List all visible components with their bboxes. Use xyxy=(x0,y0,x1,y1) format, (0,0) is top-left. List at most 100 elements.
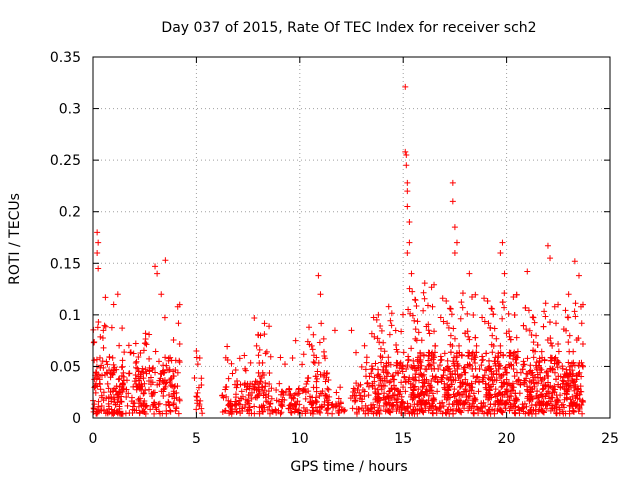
data-point xyxy=(424,302,431,309)
data-point xyxy=(372,396,379,403)
data-point xyxy=(102,323,109,330)
data-point xyxy=(118,372,125,379)
data-point xyxy=(470,390,477,397)
data-point xyxy=(353,405,360,412)
data-point xyxy=(241,381,248,388)
data-point xyxy=(370,401,377,408)
data-point xyxy=(329,401,336,408)
data-point xyxy=(197,397,204,404)
data-point xyxy=(264,406,271,413)
data-point xyxy=(259,404,266,411)
data-point xyxy=(223,393,230,400)
y-tick-label: 0.15 xyxy=(50,256,81,272)
data-point xyxy=(402,83,409,90)
data-point xyxy=(519,366,526,373)
data-point xyxy=(467,383,474,390)
data-point xyxy=(454,371,461,378)
data-point xyxy=(563,327,570,334)
data-point xyxy=(308,342,315,349)
data-point xyxy=(476,379,483,386)
data-point xyxy=(466,270,473,277)
data-point xyxy=(420,307,427,314)
data-point xyxy=(525,409,532,416)
data-point xyxy=(555,301,562,308)
data-point xyxy=(324,385,331,392)
data-point xyxy=(508,387,515,394)
data-point xyxy=(468,380,475,387)
data-point xyxy=(309,346,316,353)
data-point xyxy=(499,409,506,416)
data-point xyxy=(223,383,230,390)
data-point xyxy=(389,373,396,380)
data-point xyxy=(379,354,386,361)
data-point xyxy=(106,367,113,374)
data-point xyxy=(530,339,537,346)
data-point xyxy=(195,384,202,391)
data-point xyxy=(495,352,502,359)
data-point xyxy=(338,406,345,413)
data-point xyxy=(442,409,449,416)
data-point xyxy=(165,357,172,364)
data-point xyxy=(243,386,250,393)
data-point xyxy=(356,395,363,402)
data-point xyxy=(479,353,486,360)
data-point xyxy=(287,390,294,397)
data-point xyxy=(510,294,517,301)
data-point xyxy=(408,270,415,277)
data-point xyxy=(501,270,508,277)
data-point xyxy=(101,322,108,329)
data-point xyxy=(545,373,552,380)
data-point xyxy=(514,354,521,361)
data-point xyxy=(257,332,264,339)
data-point xyxy=(97,333,104,340)
data-point xyxy=(391,386,398,393)
data-point xyxy=(302,386,309,393)
data-point xyxy=(148,390,155,397)
data-point xyxy=(564,372,571,379)
data-point xyxy=(434,388,441,395)
data-point xyxy=(281,361,288,368)
data-point xyxy=(165,399,172,406)
data-point xyxy=(466,404,473,411)
data-point xyxy=(248,389,255,396)
data-point xyxy=(248,395,255,402)
data-point xyxy=(110,301,117,308)
data-point xyxy=(547,255,554,262)
data-point xyxy=(309,394,316,401)
data-point xyxy=(572,300,579,307)
data-point xyxy=(90,405,97,412)
data-point xyxy=(421,380,428,387)
data-point xyxy=(404,362,411,369)
data-point xyxy=(280,389,287,396)
data-point xyxy=(318,320,325,327)
data-point xyxy=(233,377,240,384)
data-point xyxy=(570,399,577,406)
data-point xyxy=(514,348,521,355)
data-point xyxy=(433,410,440,417)
data-point xyxy=(439,295,446,302)
data-point xyxy=(434,379,441,386)
data-point xyxy=(170,336,177,343)
data-point xyxy=(276,380,283,387)
data-point xyxy=(513,369,520,376)
data-point xyxy=(268,395,275,402)
data-point xyxy=(357,392,364,399)
data-point xyxy=(471,394,478,401)
data-point xyxy=(445,324,452,331)
data-point xyxy=(420,383,427,390)
data-point xyxy=(402,378,409,385)
data-point xyxy=(292,337,299,344)
data-point xyxy=(254,393,261,400)
data-point xyxy=(453,239,460,246)
data-point xyxy=(569,393,576,400)
data-point xyxy=(508,393,515,400)
data-point xyxy=(313,399,320,406)
data-point xyxy=(385,303,392,310)
data-point xyxy=(166,402,173,409)
data-point xyxy=(520,361,527,368)
data-point xyxy=(382,367,389,374)
data-point xyxy=(526,368,533,375)
data-point xyxy=(579,301,586,308)
data-point xyxy=(244,397,251,404)
